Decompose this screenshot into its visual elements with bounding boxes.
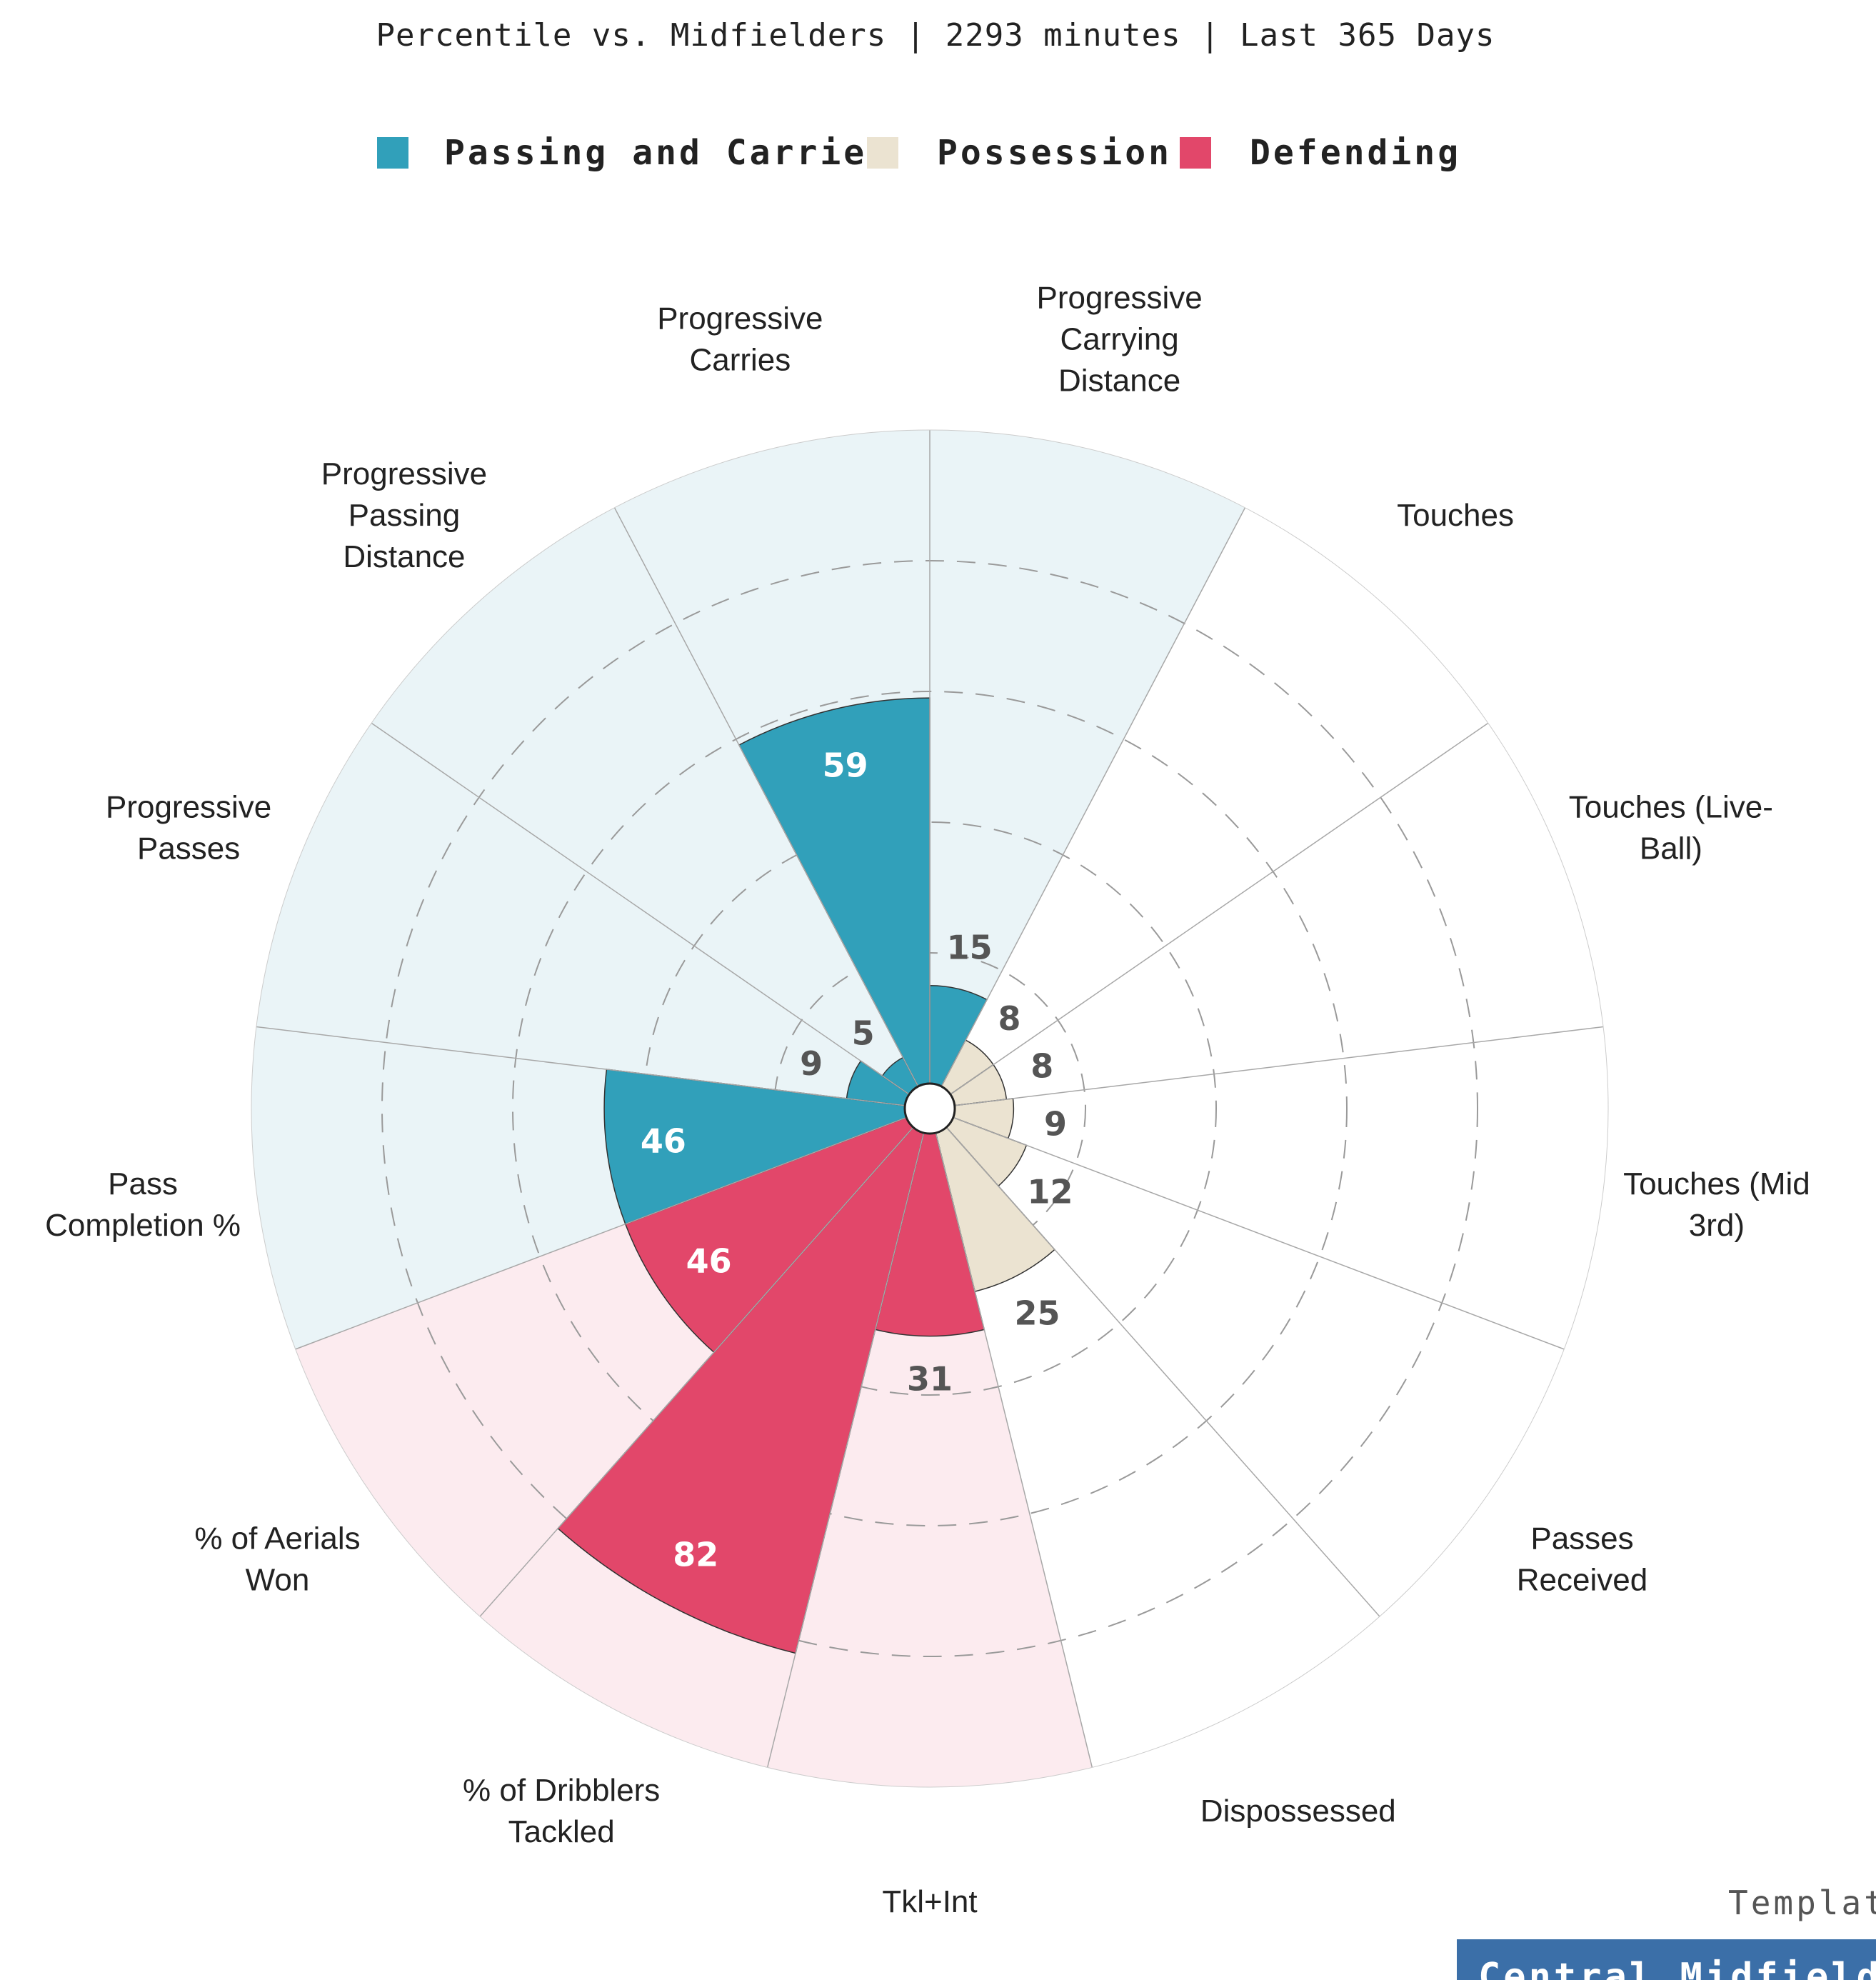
position-badge-label: Central Midfielde xyxy=(1478,1956,1876,1980)
position-badge: Central Midfielde xyxy=(1457,1939,1876,1980)
value-label-of-aerials-won: 46 xyxy=(686,1242,732,1281)
legend-swatch-defending xyxy=(1180,137,1211,169)
category-label-line: Passes xyxy=(1530,1521,1633,1556)
value-label-progressive-passing-distance: 5 xyxy=(852,1014,875,1053)
template-credit: Templat xyxy=(1728,1884,1876,1922)
category-label-line: Completion % xyxy=(45,1208,241,1243)
category-labels: Progressive Carrying Distance Touches Touche… xyxy=(45,280,1810,1919)
value-bars xyxy=(557,697,1055,1654)
slice-bg-touches xyxy=(941,507,1488,1095)
slice-divider xyxy=(929,1026,1604,1109)
category-label-of-dribblers-tackled: % of Dribblers Tackled xyxy=(463,1773,660,1849)
category-label-line: Pass xyxy=(108,1166,178,1201)
position-badge-bg xyxy=(1457,1939,1876,1980)
category-label-line: Distance xyxy=(1058,363,1180,398)
slice-bg-tkl-int xyxy=(767,1132,1093,1787)
legend: Passing and Carries Possession Defending xyxy=(377,133,1461,173)
category-label-pass-completion: Pass Completion % xyxy=(45,1166,241,1243)
slice-divider xyxy=(929,722,1489,1109)
value-label-progressive-passes: 9 xyxy=(800,1044,823,1083)
category-label-progressive-carries: Progressive Carries xyxy=(657,301,823,377)
slice-divider xyxy=(479,1108,931,1617)
slice-bg-progressive-passes xyxy=(256,723,910,1106)
category-label-tkl-int: Tkl+Int xyxy=(882,1884,977,1919)
value-label-of-dribblers-tackled: 82 xyxy=(673,1536,718,1574)
category-label-progressive-passes: Progressive Passes xyxy=(106,789,271,866)
category-label-dispossessed: Dispossessed xyxy=(1200,1794,1396,1829)
legend-label-defending: Defending xyxy=(1250,133,1461,173)
category-label-line: Ball) xyxy=(1640,831,1702,866)
slice-divider xyxy=(295,1108,931,1350)
value-label-dispossessed: 25 xyxy=(1014,1294,1060,1333)
slice-divider xyxy=(371,722,931,1109)
category-label-line: Dispossessed xyxy=(1200,1794,1396,1829)
category-label-line: Passes xyxy=(137,831,240,866)
center-circle xyxy=(903,1082,956,1135)
legend-label-passing: Passing and Carries xyxy=(444,133,891,173)
category-label-line: Won xyxy=(246,1563,310,1598)
category-label-line: Carries xyxy=(689,342,791,377)
category-label-line: Carrying xyxy=(1060,321,1178,356)
category-label-line: % of Aerials xyxy=(194,1521,360,1556)
slice-dividers xyxy=(251,429,1609,1788)
outer-ring xyxy=(251,429,1609,1788)
slice-divider xyxy=(256,1026,931,1109)
slice-divider xyxy=(766,1108,931,1768)
slice-bg-touches-mid-3rd xyxy=(953,1026,1608,1349)
center-hub xyxy=(903,1082,956,1135)
slice-divider xyxy=(613,507,931,1109)
category-label-line: Tkl+Int xyxy=(882,1884,977,1919)
category-label-line: Received xyxy=(1517,1563,1647,1598)
value-label-touches-live-ball: 8 xyxy=(1030,1046,1053,1085)
value-label-pass-completion: 46 xyxy=(641,1121,686,1160)
legend-swatch-passing xyxy=(377,137,408,169)
chart-subtitle: Percentile vs. Midfielders | 2293 minute… xyxy=(376,17,1495,54)
value-label-progressive-carries: 59 xyxy=(823,746,868,785)
category-label-line: Distance xyxy=(343,539,465,574)
value-label-progressive-carrying-distance: 15 xyxy=(947,928,993,966)
slice-bg-dispossessed xyxy=(936,1127,1380,1768)
category-label-line: Progressive xyxy=(1036,280,1202,315)
category-label-line: Touches (Live- xyxy=(1569,789,1773,824)
category-label-line: Touches xyxy=(1397,498,1514,533)
category-label-touches-live-ball: Touches (Live- Ball) xyxy=(1569,789,1773,866)
slice-bg-passes-received xyxy=(946,1117,1565,1617)
slice-bg-touches-live-ball xyxy=(950,723,1604,1106)
slice-divider xyxy=(929,1108,1380,1617)
category-label-line: Progressive xyxy=(106,789,271,824)
category-label-progressive-passing-distance: Progressive Passing Distance xyxy=(321,456,487,574)
value-label-passes-received: 12 xyxy=(1028,1172,1073,1211)
category-label-line: Progressive xyxy=(657,301,823,336)
category-label-touches-mid-3rd: Touches (Mid 3rd) xyxy=(1623,1166,1810,1243)
category-label-line: % of Dribblers xyxy=(463,1773,660,1808)
value-label-touches: 8 xyxy=(998,999,1021,1038)
category-label-line: 3rd) xyxy=(1689,1208,1745,1243)
value-label-touches-mid-3rd: 9 xyxy=(1044,1104,1067,1143)
value-label-tkl-int: 31 xyxy=(907,1360,953,1399)
category-label-progressive-carrying-distance: Progressive Carrying Distance xyxy=(1036,280,1202,398)
slice-divider xyxy=(929,1108,1565,1350)
category-label-line: Progressive xyxy=(321,456,487,491)
gridline-40 xyxy=(643,821,1217,1396)
legend-swatch-possession xyxy=(867,137,898,169)
legend-label-possession: Possession xyxy=(937,133,1172,173)
category-label-line: Tackled xyxy=(508,1814,615,1849)
category-label-passes-received: Passes Received xyxy=(1517,1521,1647,1598)
category-label-of-aerials-won: % of Aerials Won xyxy=(194,1521,360,1598)
slice-bg-progressive-carrying-distance xyxy=(930,430,1245,1087)
slice-bg-progressive-passing-distance xyxy=(371,507,918,1095)
slice-divider xyxy=(929,1108,1093,1768)
category-label-line: Passing xyxy=(348,498,461,533)
slice-divider xyxy=(929,507,1246,1109)
category-label-line: Touches (Mid xyxy=(1623,1166,1810,1201)
category-label-touches: Touches xyxy=(1397,498,1514,533)
